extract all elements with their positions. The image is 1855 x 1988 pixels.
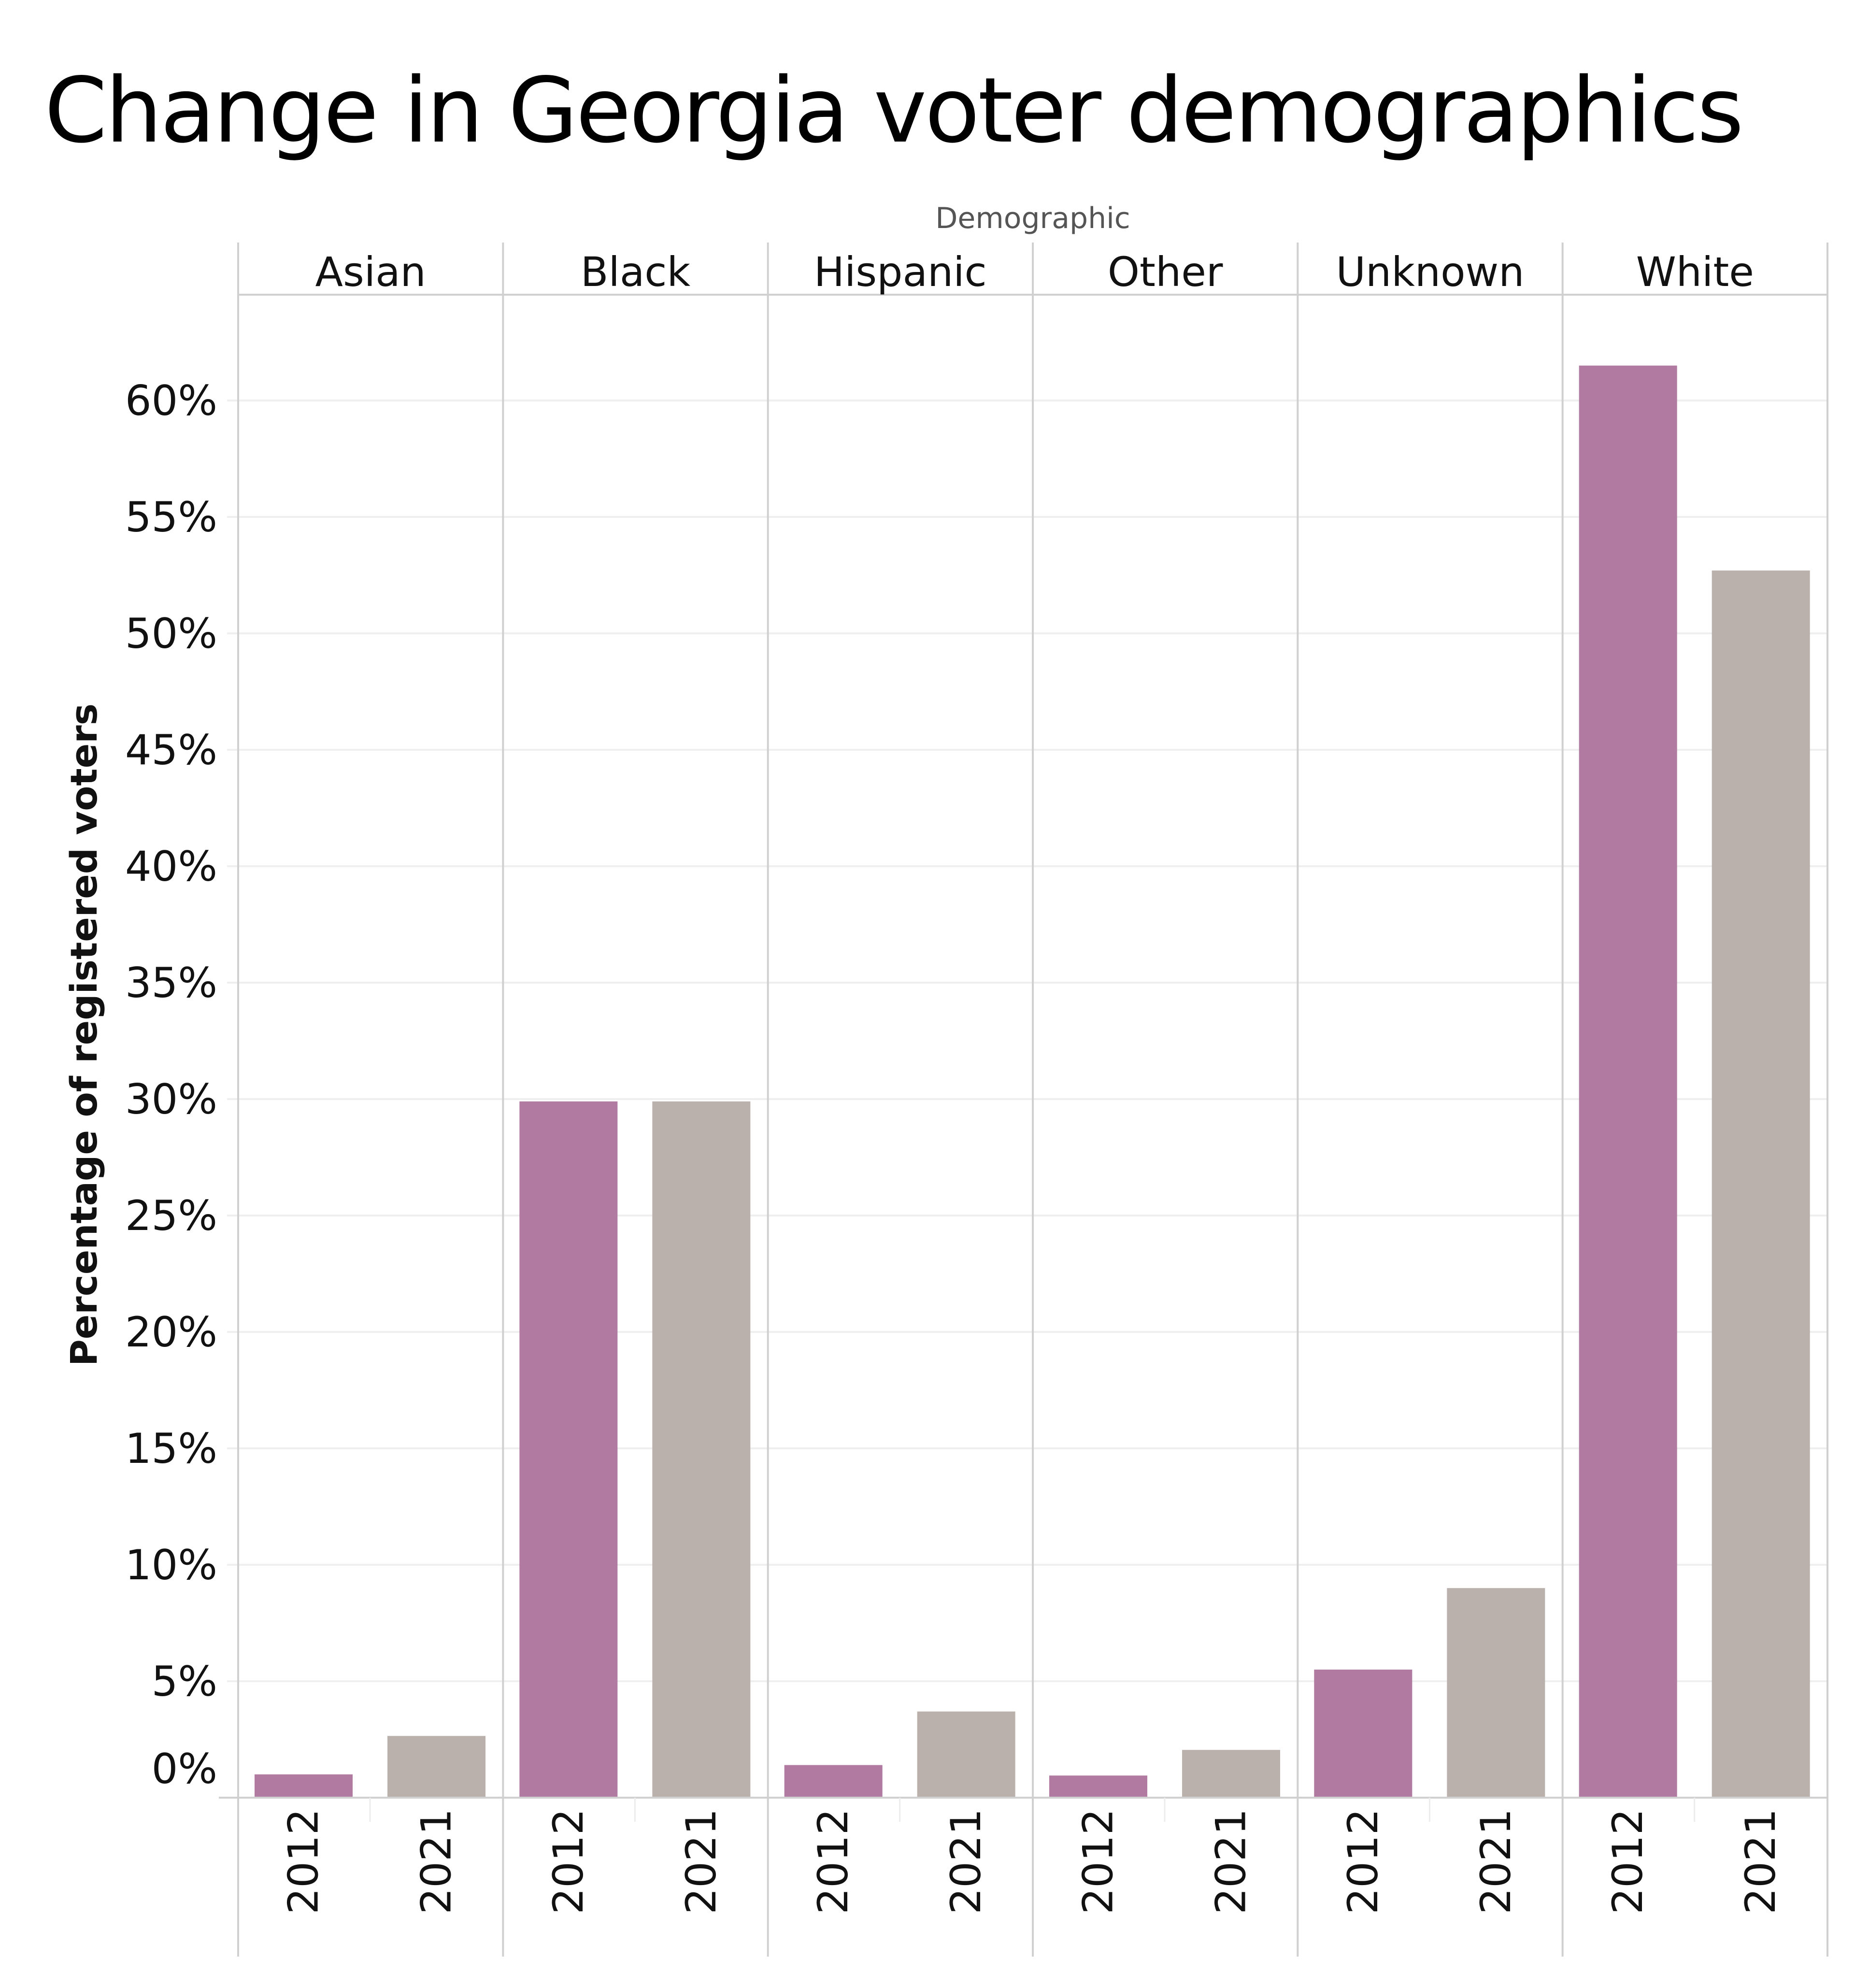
y-tick-label: 30% bbox=[125, 1075, 217, 1124]
bar-asian-2012 bbox=[255, 1774, 353, 1798]
y-axis-ticks: 0% 5% 10% 15% 20% 25% 30% 35% 40% 45% 50% 55% 60% bbox=[125, 377, 217, 1793]
bar-asian-2021 bbox=[387, 1736, 485, 1798]
x-tick-label-other: 2012 bbox=[1074, 1809, 1123, 1915]
facet-label-asian: Asian bbox=[315, 248, 426, 296]
bar-black-2021 bbox=[652, 1101, 751, 1798]
y-tick-label: 20% bbox=[125, 1308, 217, 1357]
facet-title: Demographic bbox=[935, 201, 1130, 235]
bar-other-2012 bbox=[1049, 1775, 1147, 1798]
bar-hispanic-2012 bbox=[784, 1765, 883, 1798]
x-tick-label-hispanic: 2021 bbox=[942, 1809, 990, 1915]
bars bbox=[255, 365, 1810, 1798]
x-tick-label-asian: 2012 bbox=[280, 1809, 328, 1915]
facet-label-black: Black bbox=[581, 248, 691, 296]
bar-hispanic-2021 bbox=[917, 1711, 1015, 1798]
y-axis-title: Percentage of registered voters bbox=[62, 703, 105, 1366]
y-tick-label: 35% bbox=[125, 959, 217, 1007]
x-tick-label-asian: 2021 bbox=[413, 1809, 461, 1915]
bar-other-2021 bbox=[1182, 1750, 1280, 1798]
y-tick-label: 50% bbox=[125, 610, 217, 658]
y-tick-label: 10% bbox=[125, 1541, 217, 1589]
y-tick-label: 25% bbox=[125, 1192, 217, 1240]
y-tick-label: 0% bbox=[152, 1745, 217, 1793]
gridlines bbox=[227, 400, 1827, 1682]
bar-unknown-2012 bbox=[1314, 1669, 1413, 1798]
y-tick-label: 45% bbox=[125, 726, 217, 774]
x-tick-label-black: 2021 bbox=[677, 1809, 726, 1915]
x-tick-label-white: 2012 bbox=[1604, 1809, 1652, 1915]
x-tick-label-other: 2021 bbox=[1207, 1809, 1256, 1915]
facet-label-unknown: Unknown bbox=[1336, 248, 1525, 296]
chart-title: Change in Georgia voter demographics bbox=[44, 58, 1744, 163]
facet-headers: Asian Black Hispanic Other Unknown White bbox=[315, 248, 1754, 296]
y-tick-label: 40% bbox=[125, 843, 217, 891]
y-tick-label: 5% bbox=[152, 1658, 217, 1706]
bar-white-2021 bbox=[1712, 570, 1810, 1798]
y-tick-label: 15% bbox=[125, 1425, 217, 1473]
bar-white-2012 bbox=[1579, 365, 1677, 1798]
facet-label-hispanic: Hispanic bbox=[814, 248, 987, 296]
bar-black-2012 bbox=[519, 1101, 618, 1798]
x-tick-label-hispanic: 2012 bbox=[809, 1809, 857, 1915]
x-axis-year-labels: 2012 2021 2012 2021 2012 2021 2012 2021 2012 2021… bbox=[280, 1809, 1785, 1915]
y-tick-label: 55% bbox=[125, 493, 217, 542]
x-tick-label-unknown: 2021 bbox=[1472, 1809, 1520, 1915]
facet-label-other: Other bbox=[1108, 248, 1223, 296]
facet-frame bbox=[219, 243, 1828, 1957]
x-tick-label-unknown: 2012 bbox=[1339, 1809, 1387, 1915]
bar-unknown-2021 bbox=[1447, 1588, 1545, 1798]
y-tick-label: 60% bbox=[125, 377, 217, 425]
facet-label-white: White bbox=[1636, 248, 1754, 296]
x-tick-label-white: 2021 bbox=[1737, 1809, 1785, 1915]
x-tick-label-black: 2012 bbox=[544, 1809, 593, 1915]
